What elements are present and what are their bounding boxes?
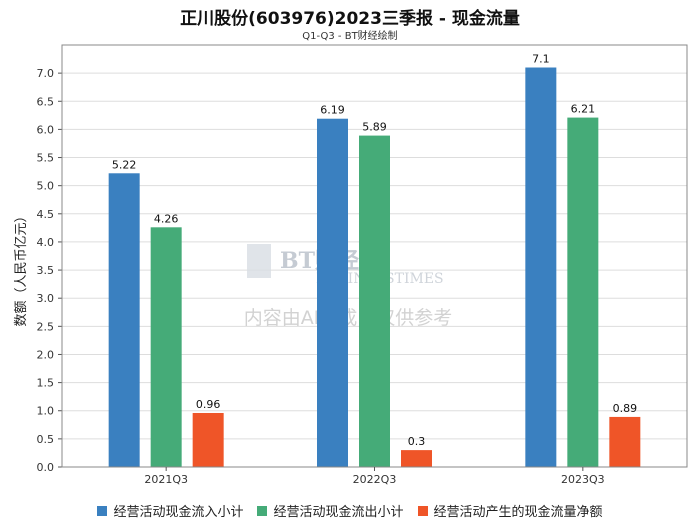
y-tick-label: 4.0: [37, 236, 55, 249]
data-label: 6.19: [320, 104, 345, 117]
y-tick-label: 6.0: [37, 123, 55, 136]
data-label: 5.89: [362, 121, 387, 134]
y-tick-label: 4.5: [37, 208, 55, 221]
y-tick-label: 0.5: [37, 433, 55, 446]
data-label: 0.89: [613, 402, 638, 415]
x-tick-label: 2022Q3: [353, 473, 397, 486]
bar: [525, 67, 557, 468]
legend-swatch: [257, 505, 268, 516]
data-label: 0.96: [196, 398, 221, 411]
legend-item: 经营活动产生的现金流量净额: [417, 501, 603, 520]
bar: [192, 412, 224, 467]
chart-title: 正川股份(603976)2023三季报 - 现金流量: [180, 9, 520, 29]
y-tick-label: 1.5: [37, 377, 55, 390]
data-label: 5.22: [112, 158, 137, 171]
y-tick-label: 3.5: [37, 264, 55, 277]
bar: [609, 416, 641, 467]
x-tick-label: 2023Q3: [561, 473, 605, 486]
x-tick-label: 2021Q3: [144, 473, 188, 486]
legend-item: 经营活动现金流入小计: [97, 501, 243, 520]
legend-swatch: [97, 505, 108, 516]
y-tick-label: 5.5: [37, 152, 55, 165]
y-tick-label: 1.0: [37, 405, 55, 418]
legend-label: 经营活动产生的现金流量净额: [433, 505, 603, 520]
bar: [108, 173, 140, 467]
chart-subtitle: Q1-Q3 - BT财经绘制: [302, 31, 398, 42]
y-tick-label: 7.0: [37, 67, 55, 80]
data-label: 0.3: [408, 435, 426, 448]
y-tick-label: 2.5: [37, 320, 55, 333]
y-tick-label: 3.0: [37, 292, 55, 305]
data-label: 4.26: [154, 212, 179, 225]
watermark-logo-mark: [247, 244, 271, 278]
bar: [359, 135, 390, 467]
bar: [317, 118, 348, 467]
y-tick-label: 5.0: [37, 180, 55, 193]
y-tick-label: 2.0: [37, 348, 55, 361]
axes: 0.0 0.5 1.0 1.5 2.0 2.5 3.0 3.5 4.0 4.5 5.0 5.5 6.0 6…: [37, 44, 688, 486]
y-tick-label: 6.5: [37, 95, 55, 108]
legend-label: 经营活动现金流入小计: [113, 505, 244, 520]
y-tick-label: 0.0: [37, 461, 55, 474]
data-label: 6.21: [571, 103, 596, 116]
bars: 5.22 4.26 0.96 6.19 5.89 0.3 7.1 6.21 0.89: [108, 53, 641, 468]
y-axis-label: 数额（人民币亿元）: [14, 209, 29, 326]
bar-chart: BT财经 BUSINESSTIMES 内容由AI生成，仅供参考 5.224.26…: [14, 44, 688, 486]
bar: [567, 117, 599, 468]
data-label: 7.1: [532, 53, 550, 66]
legend: 经营活动现金流入小计 经营活动现金流出小计 经营活动产生的现金流量净额: [0, 501, 700, 520]
legend-label: 经营活动现金流出小计: [273, 505, 404, 520]
legend-swatch: [417, 505, 428, 516]
bar: [401, 450, 432, 467]
legend-item: 经营活动现金流出小计: [257, 501, 404, 520]
bar: [150, 227, 182, 467]
